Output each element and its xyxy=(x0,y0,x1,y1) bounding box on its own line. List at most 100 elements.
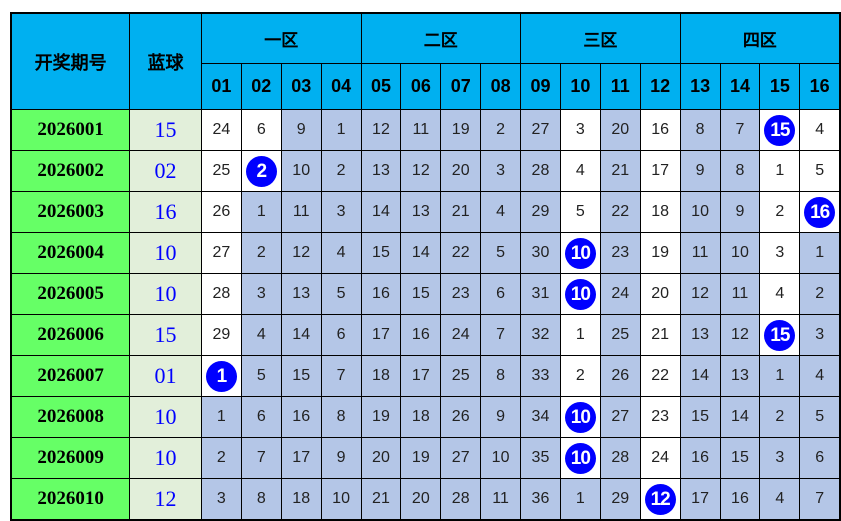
omission-cell: 11 xyxy=(679,232,721,274)
blue-ball-trend-table: 开奖期号 蓝球 一区 二区 三区 四区 01 02 03 04 05 06 07 08 09 10… xyxy=(10,12,841,521)
omission-cell: 4 xyxy=(240,314,282,356)
omission-cell: 8 xyxy=(679,109,721,151)
omission-cell: 29 xyxy=(599,478,641,521)
hit-ball-marker: 10 xyxy=(564,278,596,310)
zone-3-header: 三区 xyxy=(520,12,681,64)
column-header-16: 16 xyxy=(799,63,841,110)
omission-cell: 17 xyxy=(679,478,721,521)
period-header: 开奖期号 xyxy=(10,12,131,110)
period-cell: 2026005 xyxy=(10,273,131,315)
omission-cell: 13 xyxy=(719,355,761,397)
table-row: 2026003 16 26 1 11 3 14 13 21 4 29 5 22 18 10 9 2 16 xyxy=(10,191,841,233)
omission-cell: 20 xyxy=(639,273,681,315)
omission-cell: 31 xyxy=(520,273,561,315)
hit-ball-marker: 12 xyxy=(644,483,676,515)
hit-ball-marker: 15 xyxy=(764,114,796,146)
omission-cell: 18 xyxy=(280,478,322,521)
omission-cell: 9 xyxy=(320,437,362,479)
omission-cell: 3 xyxy=(759,232,801,274)
omission-cell: 17 xyxy=(360,314,402,356)
omission-cell: 28 xyxy=(599,437,641,479)
omission-cell: 20 xyxy=(360,437,402,479)
omission-cell: 9 xyxy=(280,109,322,151)
omission-cell: 2 xyxy=(320,150,362,192)
omission-cell: 5 xyxy=(480,232,522,274)
omission-cell: 19 xyxy=(400,437,442,479)
column-header-13: 13 xyxy=(679,63,721,110)
omission-cell: 17 xyxy=(639,150,681,192)
hit-ball-marker: 2 xyxy=(245,155,277,187)
omission-cell: 5 xyxy=(559,191,601,233)
omission-cell: 3 xyxy=(480,150,522,192)
omission-cell: 5 xyxy=(799,150,841,192)
omission-cell: 24 xyxy=(639,437,681,479)
omission-cell: 4 xyxy=(559,150,601,192)
period-cell: 2026004 xyxy=(10,232,131,274)
omission-cell: 6 xyxy=(240,396,282,438)
omission-cell: 32 xyxy=(520,314,561,356)
omission-cell: 25 xyxy=(200,150,242,192)
column-header-01: 01 xyxy=(200,63,242,110)
omission-cell: 4 xyxy=(799,109,841,151)
column-header-10: 10 xyxy=(559,63,601,110)
table-row: 2026001 15 24 6 9 1 12 11 19 2 27 3 20 16 8 7 15 4 xyxy=(10,109,841,151)
omission-cell: 26 xyxy=(200,191,242,233)
omission-cell: 8 xyxy=(719,150,761,192)
omission-cell: 13 xyxy=(360,150,402,192)
omission-cell: 15 xyxy=(719,437,761,479)
blue-ball-cell: 10 xyxy=(129,273,202,315)
omission-cell: 6 xyxy=(799,437,841,479)
omission-cell: 23 xyxy=(440,273,482,315)
omission-cell: 2 xyxy=(759,191,801,233)
hit-cell: 15 xyxy=(759,314,801,356)
column-header-14: 14 xyxy=(719,63,761,110)
omission-cell: 14 xyxy=(719,396,761,438)
omission-cell: 27 xyxy=(440,437,482,479)
blue-ball-cell: 02 xyxy=(129,150,202,192)
omission-cell: 28 xyxy=(440,478,482,521)
omission-cell: 2 xyxy=(240,232,282,274)
column-header-07: 07 xyxy=(440,63,482,110)
omission-cell: 6 xyxy=(240,109,282,151)
omission-cell: 23 xyxy=(599,232,641,274)
hit-cell: 10 xyxy=(559,396,601,438)
omission-cell: 9 xyxy=(719,191,761,233)
hit-cell: 2 xyxy=(240,150,282,192)
omission-cell: 15 xyxy=(679,396,721,438)
table-row: 2026004 10 27 2 12 4 15 14 22 5 30 10 23 19 11 10 3 1 xyxy=(10,232,841,274)
omission-cell: 29 xyxy=(520,191,561,233)
omission-cell: 12 xyxy=(400,150,442,192)
hit-ball-marker: 10 xyxy=(564,401,596,433)
omission-cell: 12 xyxy=(719,314,761,356)
column-header-12: 12 xyxy=(639,63,681,110)
omission-cell: 3 xyxy=(320,191,362,233)
omission-cell: 2 xyxy=(200,437,242,479)
omission-cell: 30 xyxy=(520,232,561,274)
omission-cell: 10 xyxy=(320,478,362,521)
omission-cell: 5 xyxy=(240,355,282,397)
blue-ball-header: 蓝球 xyxy=(129,12,202,110)
hit-cell: 10 xyxy=(559,437,601,479)
table-row: 2026009 10 2 7 17 9 20 19 27 10 35 10 28 24 16 15 3 6 xyxy=(10,437,841,479)
omission-cell: 5 xyxy=(799,396,841,438)
period-cell: 2026006 xyxy=(10,314,131,356)
omission-cell: 10 xyxy=(480,437,522,479)
hit-ball-marker: 15 xyxy=(764,319,796,351)
omission-cell: 5 xyxy=(320,273,362,315)
omission-cell: 18 xyxy=(639,191,681,233)
omission-cell: 3 xyxy=(559,109,601,151)
omission-cell: 33 xyxy=(520,355,561,397)
omission-cell: 14 xyxy=(679,355,721,397)
omission-cell: 3 xyxy=(799,314,841,356)
column-header-05: 05 xyxy=(360,63,402,110)
omission-cell: 7 xyxy=(320,355,362,397)
omission-cell: 13 xyxy=(280,273,322,315)
omission-cell: 4 xyxy=(759,273,801,315)
omission-cell: 4 xyxy=(799,355,841,397)
omission-cell: 2 xyxy=(759,396,801,438)
omission-cell: 15 xyxy=(360,232,402,274)
omission-cell: 18 xyxy=(360,355,402,397)
omission-cell: 25 xyxy=(599,314,641,356)
header-row-zones: 开奖期号 蓝球 一区 二区 三区 四区 xyxy=(10,12,841,110)
column-header-02: 02 xyxy=(240,63,282,110)
